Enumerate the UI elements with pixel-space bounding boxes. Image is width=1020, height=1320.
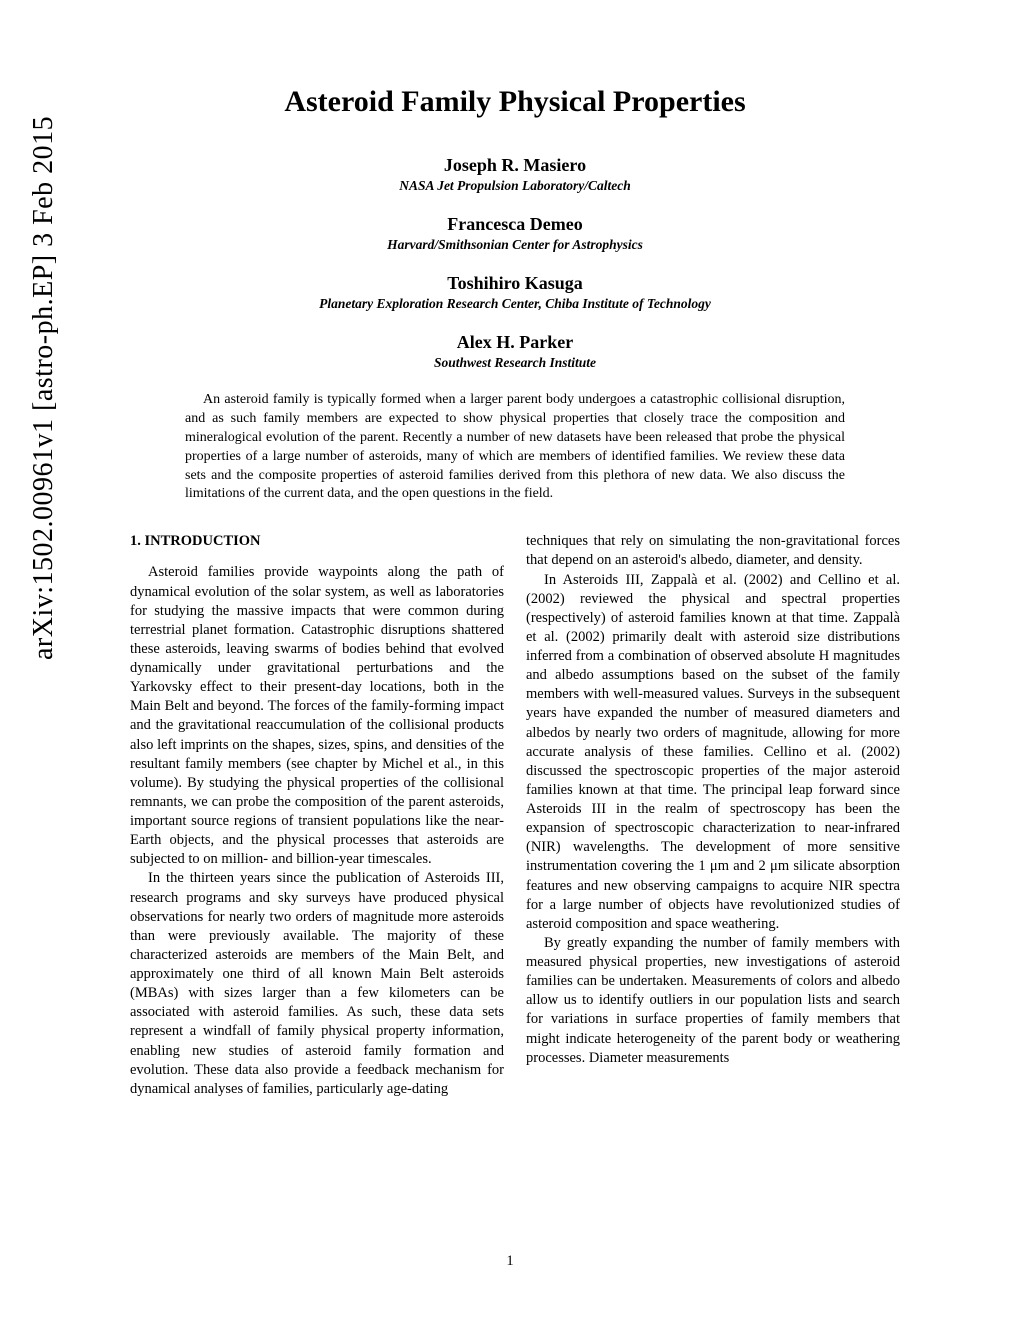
author-name: Francesca Demeo <box>130 214 900 235</box>
author-block: Francesca Demeo Harvard/Smithsonian Cent… <box>130 214 900 253</box>
abstract: An asteroid family is typically formed w… <box>185 391 845 504</box>
paper-page: Asteroid Family Physical Properties Jose… <box>130 85 900 1099</box>
section-heading: 1. INTRODUCTION <box>130 532 504 551</box>
author-name: Joseph R. Masiero <box>130 155 900 176</box>
body-paragraph: In the thirteen years since the publicat… <box>130 869 504 1099</box>
column-left: 1. INTRODUCTION Asteroid families provid… <box>130 532 504 1099</box>
author-block: Toshihiro Kasuga Planetary Exploration R… <box>130 273 900 312</box>
body-paragraph: Asteroid families provide waypoints alon… <box>130 563 504 869</box>
paper-title: Asteroid Family Physical Properties <box>130 85 900 119</box>
column-right: techniques that rely on simulating the n… <box>526 532 900 1099</box>
author-affiliation: Harvard/Smithsonian Center for Astrophys… <box>130 237 900 253</box>
page-number: 1 <box>506 1253 513 1270</box>
author-affiliation: Planetary Exploration Research Center, C… <box>130 296 900 312</box>
author-affiliation: Southwest Research Institute <box>130 355 900 371</box>
author-block: Alex H. Parker Southwest Research Instit… <box>130 332 900 371</box>
author-block: Joseph R. Masiero NASA Jet Propulsion La… <box>130 155 900 194</box>
arxiv-stamp: arXiv:1502.00961v1 [astro-ph.EP] 3 Feb 2… <box>28 116 60 660</box>
body-paragraph: techniques that rely on simulating the n… <box>526 532 900 570</box>
author-name: Alex H. Parker <box>130 332 900 353</box>
body-paragraph: In Asteroids III, Zappalà et al. (2002) … <box>526 571 900 934</box>
body-paragraph: By greatly expanding the number of famil… <box>526 934 900 1068</box>
author-name: Toshihiro Kasuga <box>130 273 900 294</box>
body-columns: 1. INTRODUCTION Asteroid families provid… <box>130 532 900 1099</box>
author-affiliation: NASA Jet Propulsion Laboratory/Caltech <box>130 178 900 194</box>
